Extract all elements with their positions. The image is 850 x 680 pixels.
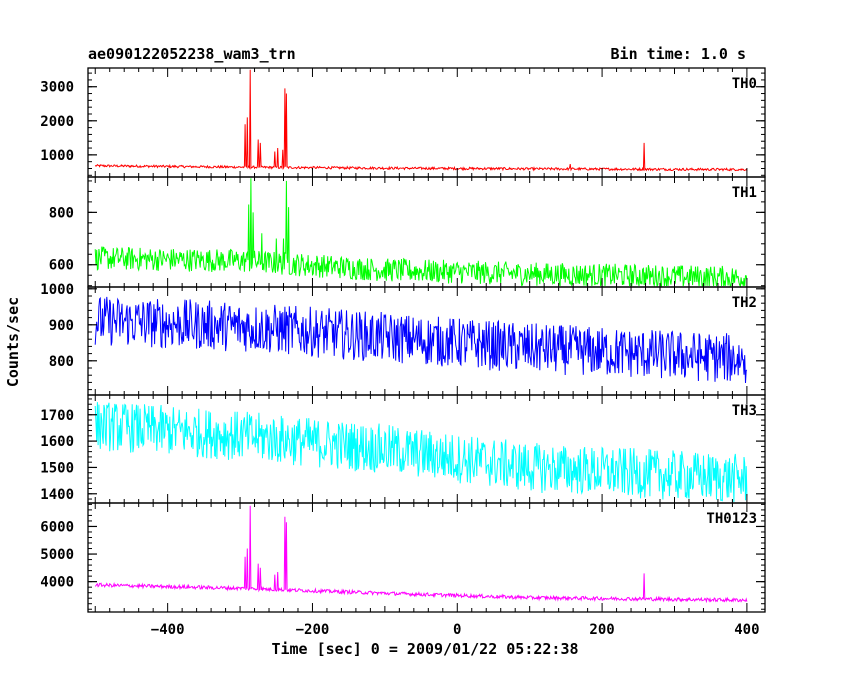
panel-label-th1: TH1 [732,185,757,201]
panel-label-th0: TH0 [732,76,757,92]
x-axis-label: Time [sec] 0 = 2009/01/22 05:22:38 [271,640,578,658]
y-tick-label: 4000 [40,575,74,591]
x-tick-label: −200 [296,622,330,638]
y-tick-label: 600 [49,258,74,274]
panel-th3: 1400 1500 1600 1700 TH3 [40,394,766,504]
series-line-th0 [94,69,748,172]
panel-th1: 600 800 TH1 [49,176,766,288]
x-tick-label: 0 [453,622,461,638]
panel-frame [87,502,766,613]
x-tick-label: 400 [734,622,759,638]
x-tick-label: −400 [151,622,185,638]
panel-label-th3: TH3 [732,403,757,419]
panel-frame [87,67,766,178]
x-tick-label: 200 [589,622,614,638]
series-line-th3 [94,402,748,503]
y-tick-label: 1000 [40,148,74,164]
y-tick-label: 5000 [40,547,74,563]
y-tick-label: 800 [49,354,74,370]
series-line-th0123 [94,505,748,604]
y-tick-label: 1000 [40,282,74,298]
y-tick-label: 800 [49,205,74,221]
y-tick-label: 1600 [40,434,74,450]
panel-th0123: 4000 5000 6000 TH0123 [40,502,766,613]
panel-label-th2: TH2 [732,295,757,311]
panel-th2: 800 900 1000 TH2 [40,282,766,396]
y-axis-label: Counts/sec [4,297,22,387]
y-tick-label: 900 [49,318,74,334]
y-tick-label: 1500 [40,460,74,476]
bin-time-label: Bin time: 1.0 s [611,45,746,63]
series-line-th1 [94,178,748,288]
y-tick-label: 2000 [40,114,74,130]
y-tick-label: 3000 [40,80,74,96]
y-tick-label: 6000 [40,519,74,535]
y-tick-label: 1400 [40,487,74,503]
panel-label-th0123: TH0123 [706,511,757,527]
chart-title: ae090122052238_wam3_trn [88,45,296,63]
y-tick-label: 1700 [40,408,74,424]
series-line-th2 [94,296,748,384]
panel-th0: 1000 2000 3000 TH0 [40,67,766,178]
